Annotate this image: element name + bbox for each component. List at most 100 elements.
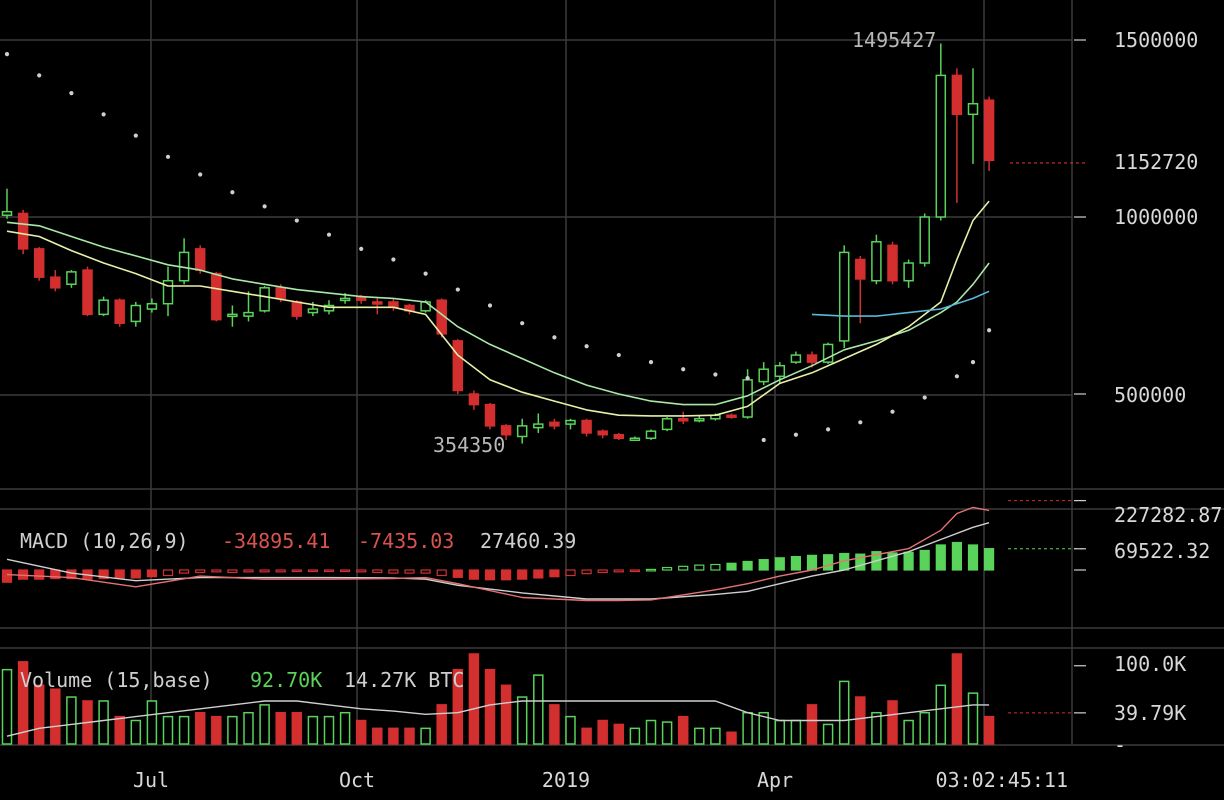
- candle-up: [66, 271, 77, 286]
- candle-up: [339, 297, 351, 302]
- candle-up: [98, 299, 109, 316]
- sar-dot: [970, 360, 976, 365]
- candle-up: [130, 304, 142, 323]
- macd-label: MACD (10,26,9): [20, 529, 189, 553]
- macd-value-2: -7435.03: [358, 529, 454, 553]
- sar-dot: [455, 287, 460, 292]
- volume-bar-down: [549, 704, 560, 745]
- volume-tick-2: 39.79K: [1114, 701, 1186, 725]
- sar-dot: [922, 395, 927, 400]
- volume-bar-down: [436, 704, 447, 745]
- macd-histogram-bar: [790, 555, 802, 571]
- macd-histogram-bar: [629, 569, 641, 573]
- macd-histogram-bar: [243, 569, 254, 573]
- macd-histogram-bar: [645, 568, 657, 572]
- macd-tick-2: 69522.32: [1114, 539, 1210, 563]
- macd-histogram-bar: [162, 569, 174, 577]
- candle-down: [500, 425, 512, 436]
- volume-bar-up: [742, 711, 753, 745]
- candle-up: [967, 102, 979, 116]
- volume-bar-down: [355, 719, 367, 745]
- volume-bar-down: [50, 688, 61, 745]
- volume-bar-up: [790, 719, 802, 745]
- macd-histogram-bar: [581, 569, 592, 575]
- volume-bar-up: [967, 692, 979, 745]
- sar-dot: [858, 420, 863, 425]
- volume-bar-down: [855, 696, 866, 745]
- candle-down: [50, 276, 61, 289]
- sar-dot: [391, 257, 396, 262]
- volume-header: Volume (15,base) 92.70K 14.27K BTC: [20, 668, 464, 692]
- price-panel: [1, 39, 1086, 444]
- candle-up: [565, 419, 576, 425]
- volume-bar-down: [17, 661, 29, 745]
- macd-histogram-bar: [951, 541, 963, 571]
- candle-down: [388, 301, 399, 309]
- volume-bar-down: [114, 715, 125, 745]
- macd-histogram-bar: [146, 569, 157, 578]
- sar-dot: [198, 172, 203, 177]
- candle-up: [533, 423, 544, 429]
- sar-dot: [423, 271, 428, 276]
- candle-up: [774, 364, 786, 378]
- sar-dot: [616, 352, 621, 358]
- macd-value-1: -34895.41: [222, 529, 330, 553]
- candle-down: [114, 299, 125, 324]
- volume-moving-average: [6, 700, 990, 737]
- volume-bar-down: [806, 704, 818, 745]
- macd-histogram-bar: [275, 569, 286, 573]
- candle-up: [742, 379, 753, 418]
- sar-dot: [37, 73, 42, 78]
- candle-up: [162, 279, 174, 305]
- candle-up: [645, 430, 657, 440]
- macd-histogram-bar: [404, 569, 415, 574]
- macd-histogram-bar: [822, 554, 834, 571]
- volume-bar-down: [983, 715, 995, 745]
- candle-up: [661, 418, 673, 431]
- sar-dot: [761, 437, 766, 443]
- macd-histogram-bar: [323, 569, 335, 573]
- volume-bar-down: [372, 727, 383, 745]
- volume-bar-down: [291, 711, 303, 745]
- low-annotation: 354350: [433, 433, 505, 457]
- candle-up: [871, 241, 882, 282]
- sar-dot: [826, 427, 831, 432]
- volume-bar-down: [613, 723, 625, 745]
- volume-bar-down: [951, 653, 963, 745]
- volume-bar-down: [597, 719, 608, 745]
- sar-dot: [294, 218, 299, 223]
- candle-down: [372, 301, 383, 305]
- volume-bar-up: [339, 711, 351, 745]
- x-label-oct: Oct: [339, 768, 375, 792]
- macd-histogram-bar: [307, 569, 318, 573]
- moving-average-fast: [6, 200, 990, 417]
- macd-histogram-bar: [983, 548, 995, 571]
- macd-histogram-bar: [211, 569, 222, 573]
- volume-bar-up: [243, 711, 254, 745]
- candle-up: [790, 354, 802, 363]
- candle-up: [758, 368, 769, 383]
- macd-histogram-bar: [903, 551, 914, 571]
- sar-dot: [552, 335, 557, 340]
- candle-up: [838, 251, 850, 342]
- candle-down: [597, 430, 608, 436]
- candle-up: [259, 287, 270, 312]
- macd-histogram-bar: [436, 569, 447, 577]
- moving-average-mid: [6, 221, 990, 406]
- candle-up: [146, 302, 158, 310]
- candle-down: [613, 433, 625, 439]
- candle-up: [420, 301, 431, 312]
- candle-down: [17, 212, 29, 250]
- candle-up: [243, 311, 254, 317]
- volume-bar-up: [919, 711, 930, 745]
- sar-dot: [793, 432, 799, 437]
- volume-label: Volume (15,base): [20, 668, 213, 692]
- volume-bar-up: [323, 715, 335, 745]
- x-label-jul: Jul: [133, 768, 169, 792]
- volume-bar-up: [774, 719, 786, 745]
- macd-histogram-bar: [694, 564, 705, 571]
- volume-panel: [1, 653, 1086, 745]
- sar-dot: [487, 303, 493, 308]
- macd-header: MACD (10,26,9) -34895.41 -7435.03 27460.…: [20, 529, 576, 553]
- macd-histogram-bar: [678, 565, 689, 571]
